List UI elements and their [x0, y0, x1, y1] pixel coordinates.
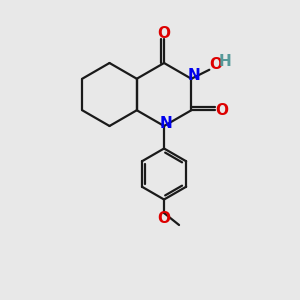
- Text: O: O: [158, 211, 171, 226]
- Text: H: H: [219, 54, 231, 69]
- Text: O: O: [209, 57, 222, 72]
- Text: O: O: [158, 26, 171, 40]
- Text: O: O: [215, 103, 228, 118]
- Text: N: N: [159, 116, 172, 131]
- Text: N: N: [188, 68, 201, 82]
